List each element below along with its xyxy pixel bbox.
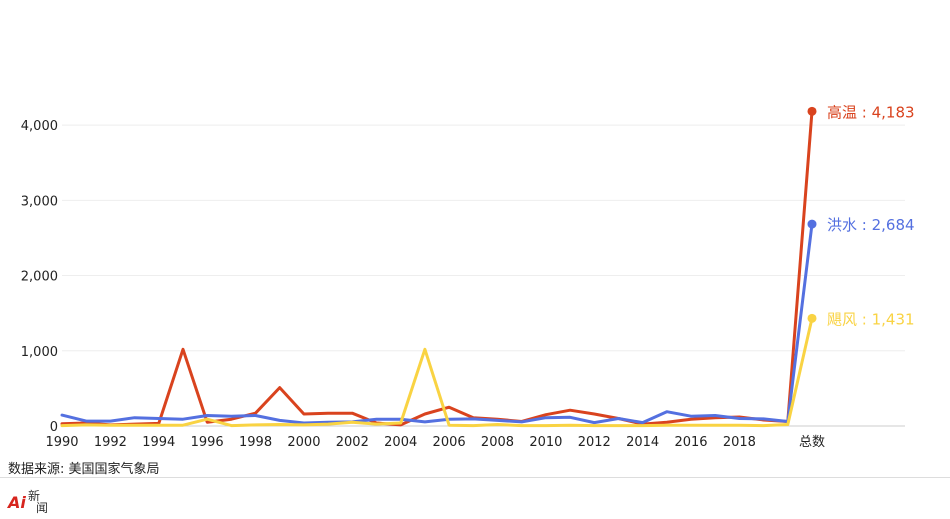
x-tick-label: 2006 — [433, 435, 466, 450]
x-tick-label: 2010 — [529, 435, 562, 450]
source-note: 数据来源: 美国国家气象局 — [8, 462, 160, 477]
y-tick-label: 0 — [50, 420, 58, 435]
y-tick-label: 3,000 — [21, 194, 58, 209]
svg-text:新: 新 — [28, 488, 40, 503]
line-chart: 0 1,000 2,000 3,000 4,000 1990 1992 1994 1996 199… — [21, 103, 915, 450]
series-end-label: 高温 : 4,183 — [827, 103, 915, 121]
y-tick-label: 2,000 — [21, 270, 58, 285]
x-tick-label: 总数 — [799, 435, 825, 450]
x-tick-label: 2012 — [578, 435, 611, 450]
series-line — [60, 316, 814, 428]
svg-text:Ai: Ai — [6, 493, 26, 512]
y-tick-label: 4,000 — [21, 119, 58, 134]
series-end-point — [807, 106, 817, 116]
x-tick-label: 2018 — [723, 435, 756, 450]
x-tick-label: 2008 — [481, 435, 514, 450]
series-end-point — [807, 219, 817, 229]
series-line — [60, 222, 814, 425]
series-end-label: 飓风 : 1,431 — [827, 310, 915, 328]
x-tick-label: 1992 — [94, 435, 127, 450]
series-end-point — [807, 313, 817, 323]
x-tick-label: 2000 — [287, 435, 320, 450]
x-tick-label: 2014 — [626, 435, 659, 450]
x-tick-label: 2004 — [384, 435, 417, 450]
news-logo: Ai 新 闻 — [6, 488, 48, 514]
series-line — [60, 109, 814, 427]
x-tick-label: 2016 — [674, 435, 707, 450]
x-tick-label: 1994 — [142, 435, 175, 450]
x-tick-label: 1990 — [45, 435, 78, 450]
x-tick-label: 1996 — [191, 435, 224, 450]
series-end-label: 洪水 : 2,684 — [827, 216, 915, 234]
x-tick-label: 1998 — [239, 435, 272, 450]
footer-divider — [0, 477, 950, 478]
svg-text:闻: 闻 — [36, 501, 48, 514]
x-tick-label: 2002 — [336, 435, 369, 450]
y-tick-label: 1,000 — [21, 345, 58, 360]
